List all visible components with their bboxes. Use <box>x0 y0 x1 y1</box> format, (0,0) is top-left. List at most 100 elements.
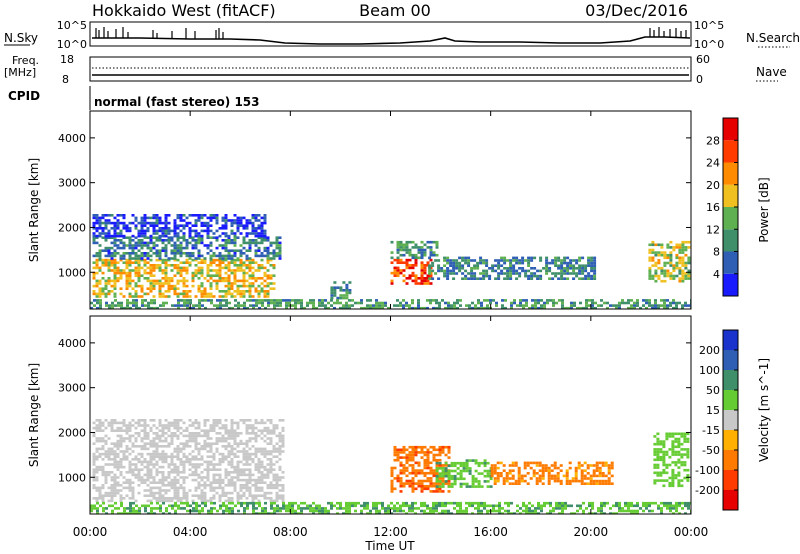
heatmap-cell <box>411 509 414 513</box>
heatmap-cell <box>589 479 593 483</box>
heatmap-cell <box>531 304 534 307</box>
heatmap-cell <box>686 440 690 443</box>
heatmap-cell <box>161 460 165 464</box>
heatmap-cell <box>435 482 439 485</box>
heatmap-cell <box>396 248 400 252</box>
heatmap-cell <box>414 306 417 309</box>
heatmap-cell <box>654 501 657 505</box>
heatmap-cell <box>236 432 240 435</box>
heatmap-cell <box>584 274 588 278</box>
heatmap-cell <box>239 295 243 298</box>
heatmap-cell <box>92 497 96 500</box>
heatmap-cell <box>680 432 684 436</box>
heatmap-cell <box>128 239 132 242</box>
heatmap-cell <box>194 473 198 477</box>
heatmap-cell <box>174 512 177 514</box>
heatmap-cell <box>275 455 279 458</box>
heatmap-cell <box>224 239 228 242</box>
heatmap-cell <box>257 471 261 474</box>
heatmap-cell <box>248 476 252 479</box>
heatmap-cell <box>663 301 666 305</box>
heatmap-cell <box>96 501 99 505</box>
heatmap-cell <box>116 221 120 225</box>
heatmap-cell <box>164 214 168 217</box>
heatmap-cell <box>182 476 186 479</box>
heatmap-cell <box>179 266 183 270</box>
heatmap-cell <box>420 484 424 488</box>
heatmap-cell <box>215 468 219 471</box>
heatmap-cell <box>224 258 228 262</box>
heatmap-cell <box>95 439 99 443</box>
heatmap-cell <box>245 221 249 225</box>
heatmap-cell <box>125 271 129 275</box>
heatmap-cell <box>684 277 688 280</box>
heatmap-cell <box>221 295 225 298</box>
heatmap-cell <box>288 504 291 508</box>
heatmap-cell <box>227 432 231 435</box>
heatmap-cell <box>218 481 222 484</box>
heatmap-cell <box>677 445 681 449</box>
heatmap-cell <box>158 229 162 233</box>
heatmap-cell <box>557 277 561 280</box>
heatmap-cell <box>459 504 462 508</box>
heatmap-cell <box>177 504 180 508</box>
heatmap-cell <box>173 491 177 495</box>
heatmap-cell <box>173 221 177 225</box>
heatmap-cell <box>113 429 117 432</box>
heatmap-cell <box>291 304 294 307</box>
heatmap-cell <box>242 458 246 461</box>
heatmap-cell <box>194 439 198 443</box>
heatmap-cell <box>134 282 138 285</box>
heatmap-cell <box>143 442 147 445</box>
heatmap-cell <box>420 282 424 285</box>
heatmap-cell <box>446 277 450 280</box>
heatmap-cell <box>113 465 117 469</box>
heatmap-cell <box>92 227 96 230</box>
heatmap-cell <box>152 236 156 239</box>
heatmap-cell <box>227 471 231 474</box>
heatmap-cell <box>408 482 412 485</box>
heatmap-cell <box>251 499 255 503</box>
heatmap-cell <box>272 266 276 270</box>
heatmap-cell <box>110 452 114 456</box>
heatmap-cell <box>164 489 168 492</box>
heatmap-cell <box>651 277 655 280</box>
heatmap-cell <box>227 257 231 260</box>
heatmap-cell <box>432 507 435 510</box>
heatmap-cell <box>122 236 126 239</box>
heatmap-cell <box>435 240 439 244</box>
heatmap-cell <box>95 234 99 238</box>
heatmap-cell <box>209 257 213 260</box>
heatmap-cell <box>218 258 222 262</box>
heatmap-cell <box>149 258 153 262</box>
heatmap-cell <box>170 437 174 440</box>
heatmap-cell <box>636 304 639 307</box>
heatmap-cell <box>552 509 555 513</box>
heatmap-cell <box>242 473 246 477</box>
heatmap-cell <box>446 261 450 265</box>
heatmap-cell <box>581 269 585 273</box>
heatmap-cell <box>159 304 162 307</box>
heatmap-cell <box>245 445 249 448</box>
heatmap-cell <box>512 269 516 273</box>
heatmap-cell <box>606 301 609 305</box>
heatmap-cell <box>126 304 129 307</box>
heatmap-cell <box>113 236 117 239</box>
heatmap-cell <box>200 290 204 293</box>
heatmap-cell <box>122 439 126 443</box>
heatmap-cell <box>102 509 105 513</box>
heatmap-cell <box>675 304 678 307</box>
heatmap-cell <box>164 232 168 235</box>
heatmap-cell <box>227 452 231 456</box>
heatmap-cell <box>257 295 261 298</box>
heatmap-cell <box>598 469 602 472</box>
heatmap-cell <box>156 501 159 505</box>
heatmap-cell <box>113 494 117 497</box>
heatmap-cell <box>132 501 135 505</box>
heatmap-cell <box>251 437 255 440</box>
heatmap-cell <box>176 471 180 474</box>
heatmap-cell <box>552 301 555 305</box>
heatmap-cell <box>110 254 114 258</box>
heatmap-cell <box>279 301 282 305</box>
heatmap-cell <box>125 429 129 432</box>
